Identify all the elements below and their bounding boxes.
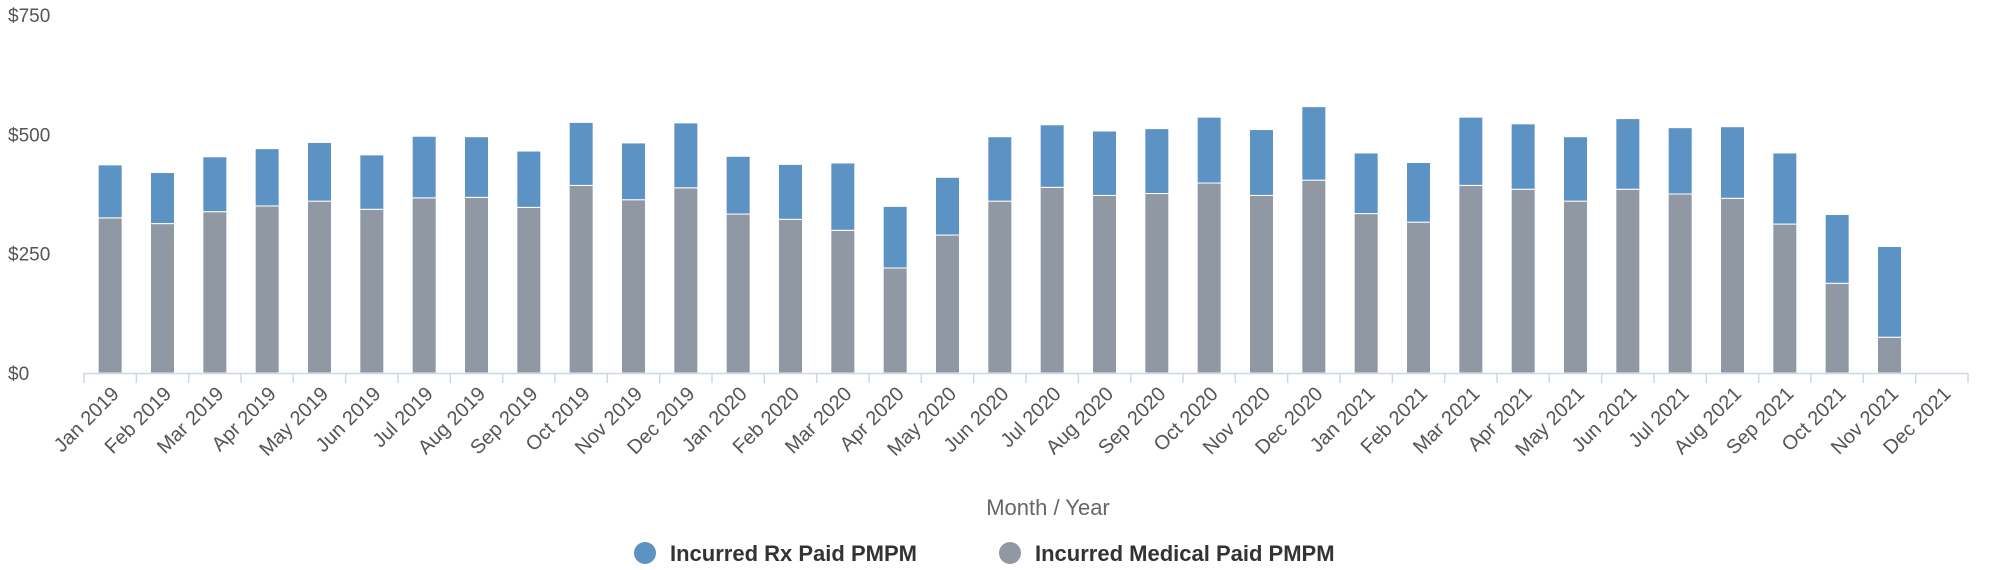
bar-medical[interactable] xyxy=(464,196,489,374)
bar-rx[interactable] xyxy=(1092,130,1117,196)
bar-rx[interactable] xyxy=(1877,246,1902,338)
bar-rx[interactable] xyxy=(1353,152,1379,215)
bar-medical[interactable] xyxy=(1406,221,1431,374)
bar-medical[interactable] xyxy=(882,267,908,374)
bar-medical[interactable] xyxy=(1877,336,1902,374)
bar-rx[interactable] xyxy=(778,163,803,220)
bar-rx[interactable] xyxy=(1772,152,1798,225)
bar-medical[interactable] xyxy=(725,213,751,374)
bar-rx[interactable] xyxy=(307,141,332,202)
bar-medical[interactable] xyxy=(778,218,803,374)
bar-rx[interactable] xyxy=(725,155,751,215)
bar-medical[interactable] xyxy=(202,211,228,374)
bar-medical[interactable] xyxy=(411,197,437,374)
bar-medical[interactable] xyxy=(1824,282,1850,374)
bar-rx[interactable] xyxy=(1249,129,1274,196)
bar-medical[interactable] xyxy=(1615,188,1641,374)
bar-rx[interactable] xyxy=(1510,123,1536,190)
bar-rx[interactable] xyxy=(987,136,1013,202)
bar-rx[interactable] xyxy=(1144,128,1170,195)
bar-medical[interactable] xyxy=(568,184,594,374)
bars xyxy=(97,106,1902,374)
bar-rx[interactable] xyxy=(1615,118,1641,190)
bar-rx[interactable] xyxy=(202,156,228,213)
bar-rx[interactable] xyxy=(464,136,489,198)
bar-rx[interactable] xyxy=(1824,214,1850,284)
legend-item[interactable]: Incurred Rx Paid PMPM xyxy=(634,541,917,566)
bar-medical[interactable] xyxy=(621,199,646,374)
bar-medical[interactable] xyxy=(1667,193,1693,374)
y-tick-label: $750 xyxy=(8,6,50,27)
bar-medical[interactable] xyxy=(987,200,1013,374)
bar-rx[interactable] xyxy=(359,154,385,210)
bar-medical[interactable] xyxy=(150,223,175,374)
bar-rx[interactable] xyxy=(1667,127,1693,195)
bar-rx[interactable] xyxy=(1563,136,1588,202)
bar-rx[interactable] xyxy=(1196,116,1222,184)
bar-rx[interactable] xyxy=(254,148,280,207)
bar-medical[interactable] xyxy=(1458,184,1484,374)
bar-medical[interactable] xyxy=(254,205,280,374)
bar-rx[interactable] xyxy=(97,164,123,219)
y-tick-label: $500 xyxy=(8,125,50,146)
bar-medical[interactable] xyxy=(307,200,332,374)
bar-rx[interactable] xyxy=(882,205,908,269)
bar-medical[interactable] xyxy=(1772,223,1798,374)
legend-label: Incurred Medical Paid PMPM xyxy=(1035,541,1335,566)
bar-rx[interactable] xyxy=(150,172,175,225)
bar-rx[interactable] xyxy=(1301,106,1327,181)
bar-rx[interactable] xyxy=(935,176,960,236)
legend-item[interactable]: Incurred Medical Paid PMPM xyxy=(999,541,1335,566)
legend-marker xyxy=(634,542,656,564)
bar-medical[interactable] xyxy=(830,229,856,374)
bar-medical[interactable] xyxy=(673,187,699,374)
bar-rx[interactable] xyxy=(830,162,856,231)
bar-rx[interactable] xyxy=(1458,116,1484,186)
bar-rx[interactable] xyxy=(1039,124,1065,188)
y-tick-label: $0 xyxy=(8,364,29,385)
legend[interactable]: Incurred Rx Paid PMPM Incurred Medical Pa… xyxy=(634,541,1335,566)
bar-medical[interactable] xyxy=(1353,213,1379,374)
bar-medical[interactable] xyxy=(1720,197,1745,374)
y-tick-label: $250 xyxy=(8,245,50,266)
bar-medical[interactable] xyxy=(97,217,123,374)
bar-medical[interactable] xyxy=(359,208,385,374)
bar-medical[interactable] xyxy=(516,206,542,374)
bar-medical[interactable] xyxy=(1092,194,1117,374)
bar-rx[interactable] xyxy=(621,142,646,201)
bar-rx[interactable] xyxy=(673,122,699,189)
bar-medical[interactable] xyxy=(1039,186,1065,374)
legend-label: Incurred Rx Paid PMPM xyxy=(670,541,917,566)
bar-rx[interactable] xyxy=(1406,161,1431,223)
bar-medical[interactable] xyxy=(1563,200,1588,374)
bar-rx[interactable] xyxy=(516,150,542,208)
bar-medical[interactable] xyxy=(1144,193,1170,374)
bar-medical[interactable] xyxy=(1510,188,1536,374)
bar-rx[interactable] xyxy=(1720,126,1745,199)
bar-medical[interactable] xyxy=(1301,179,1327,374)
y-axis-ticks: $0 $250 $500 $750 xyxy=(8,6,50,385)
bar-rx[interactable] xyxy=(568,121,594,186)
bar-medical[interactable] xyxy=(1196,182,1222,374)
x-axis-title: Month / Year xyxy=(986,495,1110,520)
bar-medical[interactable] xyxy=(1249,194,1274,374)
bar-medical[interactable] xyxy=(935,234,960,374)
legend-marker xyxy=(999,542,1021,564)
bar-rx[interactable] xyxy=(411,135,437,199)
